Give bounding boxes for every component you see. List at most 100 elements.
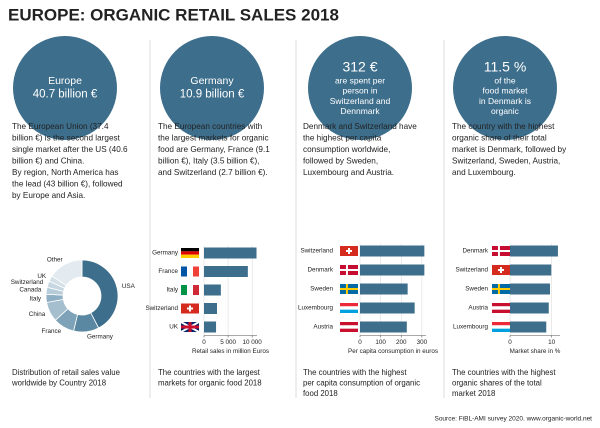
bar: [360, 321, 407, 333]
flag: [492, 288, 510, 290]
flag-icon: [340, 303, 358, 313]
slice-label: Canada: [19, 287, 42, 294]
flag: [187, 266, 193, 277]
flag: [340, 303, 358, 307]
circle-text: 10.9 billion €: [180, 88, 245, 100]
paragraph-line: Luxembourg and Austria.: [303, 168, 394, 177]
flag-icon: [180, 321, 200, 333]
caption-line: The countries with the largest: [158, 368, 261, 377]
circle-text: 40.7 billion €: [33, 88, 98, 100]
flag: [340, 325, 358, 329]
flag: [340, 309, 358, 313]
paragraph-line: by Europe and Asia.: [12, 191, 85, 200]
flag: [492, 322, 510, 326]
paragraph-line: Switzerland, Sweden, Austria,: [452, 157, 560, 166]
x-axis-label: Retail sales in million Euros: [192, 348, 269, 355]
circle-text: person in: [343, 86, 378, 96]
flag-icon: [181, 285, 199, 295]
paragraph-line: market is Denmark, followed by: [452, 145, 567, 154]
x-tick-label: 100: [375, 339, 386, 346]
y-tick-label: Switzerland: [300, 248, 333, 255]
paragraph-line: the lead (43 billion €), followed: [12, 180, 123, 189]
y-tick-label: Austria: [468, 305, 488, 312]
flag: [187, 285, 193, 295]
highlight-circle: [13, 36, 117, 140]
bar: [510, 302, 549, 314]
flag: [498, 269, 504, 271]
paragraph-line: and Switzerland (2.7 billion €).: [158, 168, 268, 177]
circle-text: Germany: [190, 75, 234, 87]
bar: [204, 266, 248, 277]
circle-text: 11.5 %: [484, 58, 527, 74]
slice-label: USA: [122, 283, 136, 290]
slice-label: France: [42, 328, 62, 335]
flag-icon: [340, 265, 358, 275]
caption-line: Distribution of retail sales value: [12, 368, 120, 377]
circle-text: Dennmark: [340, 106, 380, 116]
caption-line: market 2018: [452, 389, 495, 398]
bar: [510, 283, 550, 295]
flag-icon: [492, 246, 510, 256]
circle-text: are spent per: [335, 75, 385, 85]
flag-icon: [340, 284, 358, 294]
slice-label: Italy: [30, 295, 42, 302]
paragraph-line: the largest markets for organic: [158, 134, 269, 143]
circle-text: of the: [494, 75, 516, 85]
circle-text: organic: [491, 106, 520, 116]
flag-icon: [492, 284, 510, 294]
paragraph-line: the highest per capita: [303, 134, 382, 143]
circle-text: Europe: [48, 75, 82, 87]
flag-icon: [492, 265, 510, 275]
bar: [510, 264, 552, 276]
flag: [346, 250, 352, 252]
bar: [510, 245, 558, 257]
bar: [360, 264, 425, 276]
flag: [181, 325, 199, 329]
source: Source: FiBL-AMI survey 2020. www.organi…: [434, 416, 592, 423]
pie-slice: [81, 259, 119, 329]
slice-label: Other: [47, 257, 63, 264]
x-axis-label: Market share in %: [510, 348, 561, 355]
y-tick-label: Germany: [152, 250, 179, 257]
paragraph-line: billion €) is the second largest: [12, 134, 121, 143]
slice-label: UK: [37, 273, 47, 280]
page-title: EUROPE: ORGANIC RETAIL SALES 2018: [8, 5, 339, 24]
flag-icon: [181, 248, 199, 258]
x-tick-label: 0: [358, 339, 362, 346]
paragraph-line: The European countries with: [158, 122, 263, 131]
flag: [193, 266, 199, 277]
caption-line: food 2018: [303, 389, 338, 398]
paragraph-line: followed by Sweden,: [303, 157, 378, 166]
paragraph-line: food are Germany, France (9.1: [158, 145, 270, 154]
flag: [340, 306, 358, 310]
y-tick-label: Switzerland: [145, 305, 178, 312]
y-tick-label: France: [158, 268, 178, 275]
x-tick-label: 0: [202, 339, 206, 346]
flag-icon: [181, 266, 199, 277]
caption-line: The countries with the highest: [303, 368, 407, 377]
y-tick-label: Luxembourg: [298, 305, 334, 312]
paragraph-line: and Luxembourg.: [452, 168, 516, 177]
flag: [187, 307, 193, 310]
highlight-circle: [453, 36, 557, 140]
paragraph-line: The country with the highest: [452, 122, 555, 131]
caption-line: markets for organic food 2018: [158, 379, 262, 388]
paragraph-line: single market after the US (40.6: [12, 145, 128, 154]
y-tick-label: Italy: [166, 287, 178, 294]
x-tick-label: 10: [548, 339, 556, 346]
bar: [204, 303, 218, 314]
x-tick-label: 300: [417, 339, 428, 346]
flag: [492, 328, 510, 332]
slice-label: Switzerland: [11, 279, 44, 286]
flag: [181, 266, 187, 277]
bar: [360, 302, 415, 314]
circle-text: food market: [483, 86, 529, 96]
caption-line: per capita consumption of organic: [303, 379, 420, 388]
paragraph-line: organic share of their total: [452, 134, 547, 143]
paragraph-line: The European Union (37.4: [12, 122, 109, 131]
bar: [360, 245, 425, 257]
y-tick-label: Switzerland: [455, 267, 488, 274]
slice-label: Germany: [87, 333, 114, 340]
flag: [181, 251, 199, 255]
flag-icon: [340, 246, 358, 256]
